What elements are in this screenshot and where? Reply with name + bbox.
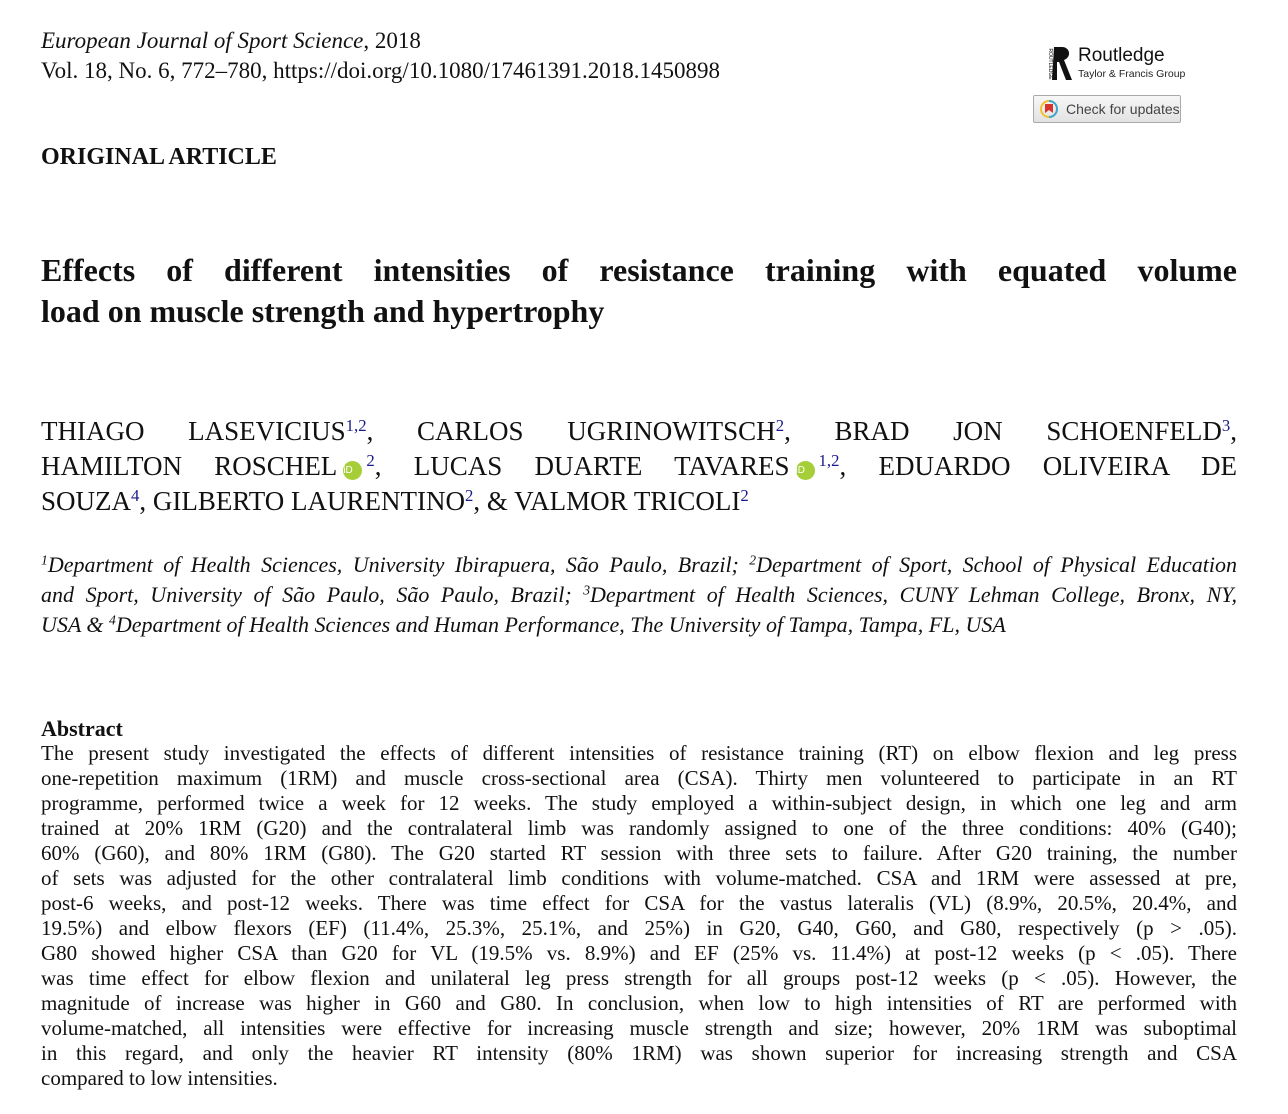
affil-ref[interactable]: 2 bbox=[465, 485, 474, 505]
abstract-line: programme, performed twice a week for 12… bbox=[41, 791, 1237, 815]
abstract-line: 60% (G60), and 80% 1RM (G80). The G20 st… bbox=[41, 841, 1237, 865]
author-list: THIAGO LASEVICIUS1,2, CARLOS UGRINOWITSC… bbox=[41, 414, 1237, 519]
abstract-line: G80 showed higher CSA than G20 for VL (1… bbox=[41, 941, 1237, 965]
abstract-line: post-6 weeks, and post-12 weeks. There w… bbox=[41, 891, 1237, 915]
separator: , bbox=[1230, 416, 1237, 446]
abstract-line: one-repetition maximum (1RM) and muscle … bbox=[41, 766, 1237, 790]
title-line: load on muscle strength and hypertrophy bbox=[41, 293, 605, 329]
abstract-line: magnitude of increase was higher in G60 … bbox=[41, 991, 1237, 1015]
affil-ref[interactable]: 4 bbox=[131, 485, 140, 505]
affiliation: and Sport, University of São Paulo, São … bbox=[41, 582, 584, 607]
author[interactable]: , & VALMOR TRICOLI bbox=[473, 486, 741, 516]
abstract-line: compared to low intensities. bbox=[41, 1066, 278, 1090]
journal-name: European Journal of Sport Science bbox=[41, 28, 364, 53]
affiliation: USA & bbox=[41, 612, 110, 637]
author-line: HAMILTON ROSCHEL iD2, LUCAS DUARTE TAVARE… bbox=[41, 449, 1237, 484]
check-for-updates-button[interactable]: Check for updates bbox=[1033, 95, 1181, 123]
title-line: Effects of different intensities of resi… bbox=[41, 252, 1237, 288]
abstract: Abstract The present study investigated … bbox=[41, 716, 1237, 1091]
affil-number: 1 bbox=[41, 552, 48, 568]
journal-year: , 2018 bbox=[363, 28, 421, 53]
abstract-line: volume-matched, all intensities were eff… bbox=[41, 1016, 1237, 1040]
author[interactable]: , EDUARDO OLIVEIRA DE bbox=[839, 451, 1238, 481]
affil-number: 2 bbox=[749, 552, 757, 568]
affil-ref[interactable]: 3 bbox=[1221, 415, 1231, 435]
abstract-line: trained at 20% 1RM (G20) and the contral… bbox=[41, 816, 1237, 840]
abstract-line: was time effect for elbow flexion and un… bbox=[41, 966, 1237, 990]
author[interactable]: , BRAD JON SCHOENFELD bbox=[784, 416, 1222, 446]
abstract-line: of sets was adjusted for the other contr… bbox=[41, 866, 1237, 890]
author[interactable]: HAMILTON ROSCHEL bbox=[41, 451, 338, 481]
abstract-line: 19.5%) and elbow flexors (EF) (11.4%, 25… bbox=[41, 916, 1237, 940]
affil-ref[interactable]: 1,2 bbox=[818, 450, 840, 470]
affiliation-line: 1Department of Health Sciences, Universi… bbox=[41, 550, 1237, 580]
orcid-icon[interactable]: iD bbox=[795, 461, 815, 480]
publisher-name: Routledge bbox=[1078, 45, 1165, 66]
author[interactable]: THIAGO LASEVICIUS bbox=[41, 416, 346, 446]
crossmark-icon bbox=[1040, 100, 1058, 118]
routledge-logo: ROUTLEDGE Routledge Taylor & Francis Gro… bbox=[1040, 44, 1190, 84]
affiliation-line: USA & 4Department of Health Sciences and… bbox=[41, 610, 1237, 640]
author[interactable]: SOUZA bbox=[41, 486, 132, 516]
routledge-r-icon: ROUTLEDGE bbox=[1042, 47, 1072, 81]
affiliation: Department of Health Sciences and Human … bbox=[115, 612, 1006, 637]
svg-text:ROUTLEDGE: ROUTLEDGE bbox=[1047, 48, 1053, 80]
affil-number: 4 bbox=[109, 612, 116, 628]
affiliation: Department of Health Sciences, Universit… bbox=[47, 552, 750, 577]
author[interactable]: , GILBERTO LAURENTINO bbox=[139, 486, 465, 516]
author[interactable]: , CARLOS UGRINOWITSCH bbox=[366, 416, 776, 446]
affil-ref[interactable]: 2 bbox=[775, 415, 785, 435]
check-for-updates-label: Check for updates bbox=[1066, 101, 1180, 117]
author-line: SOUZA4, GILBERTO LAURENTINO2, & VALMOR T… bbox=[41, 484, 1237, 519]
orcid-icon[interactable]: iD bbox=[343, 461, 363, 480]
affil-ref[interactable]: 2 bbox=[740, 485, 749, 505]
abstract-line: in this regard, and only the heavier RT … bbox=[41, 1041, 1237, 1065]
publisher-group: Taylor & Francis Group bbox=[1078, 68, 1186, 80]
affil-ref[interactable]: 2 bbox=[366, 450, 375, 470]
abstract-body: The present study investigated the effec… bbox=[41, 741, 1237, 1091]
affil-ref[interactable]: 1,2 bbox=[345, 415, 367, 435]
affiliation-line: and Sport, University of São Paulo, São … bbox=[41, 580, 1237, 610]
affil-number: 3 bbox=[583, 582, 591, 598]
affiliations: 1Department of Health Sciences, Universi… bbox=[41, 550, 1237, 640]
section-label: ORIGINAL ARTICLE bbox=[41, 144, 277, 170]
author[interactable]: , LUCAS DUARTE TAVARES bbox=[374, 451, 790, 481]
affiliation: Department of Health Sciences, CUNY Lehm… bbox=[590, 582, 1237, 607]
abstract-line: The present study investigated the effec… bbox=[41, 741, 1237, 765]
affiliation: Department of Sport, School of Physical … bbox=[756, 552, 1237, 577]
author-line: THIAGO LASEVICIUS1,2, CARLOS UGRINOWITSC… bbox=[41, 414, 1237, 449]
abstract-heading: Abstract bbox=[41, 716, 123, 741]
journal-header: European Journal of Sport Science, 2018 bbox=[41, 26, 421, 56]
article-title: Effects of different intensities of resi… bbox=[41, 250, 1237, 332]
citation[interactable]: Vol. 18, No. 6, 772–780, https://doi.org… bbox=[41, 58, 720, 83]
